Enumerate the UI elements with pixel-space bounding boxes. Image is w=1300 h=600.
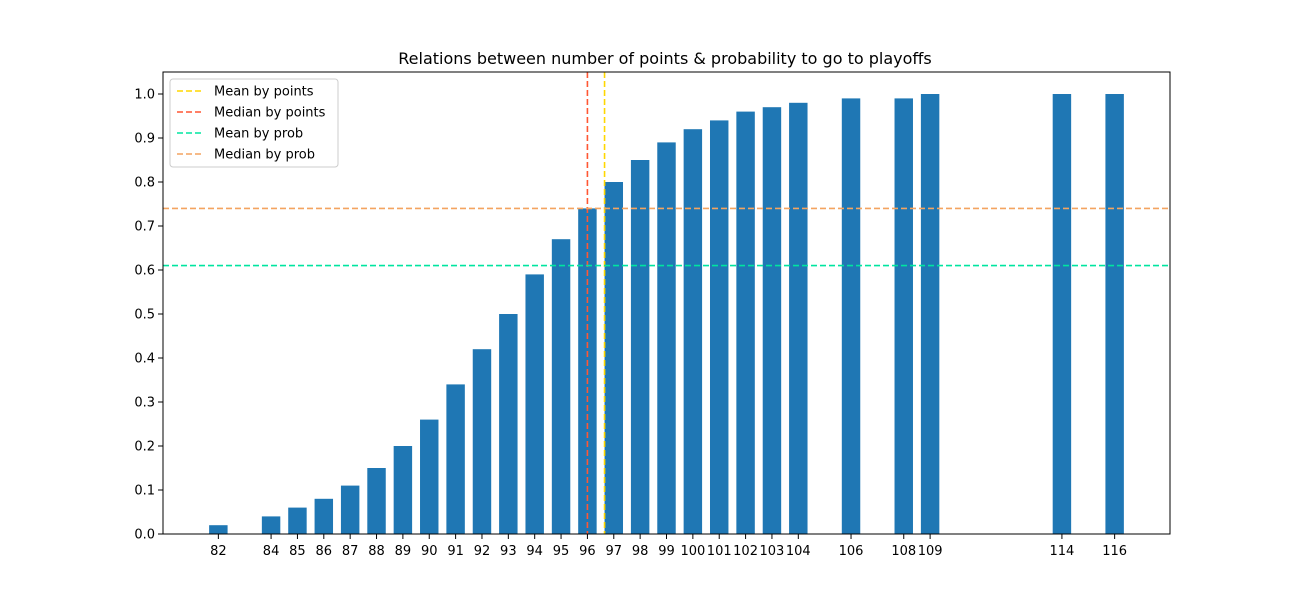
bar-100	[683, 129, 703, 534]
legend-box	[169, 78, 339, 168]
bar-89	[393, 446, 413, 534]
legend: Mean by points Median by points Mean by pr…	[169, 78, 339, 168]
x-tick-label: 102	[733, 544, 758, 559]
bar-95	[551, 239, 571, 534]
bar-91	[446, 384, 465, 534]
x-tick-label: 99	[658, 544, 675, 559]
legend-label: Mean by points	[214, 85, 314, 100]
x-tick-label: 87	[342, 544, 359, 559]
x-tick-label: 98	[632, 544, 649, 559]
x-tick-label: 92	[474, 544, 491, 559]
bar-104	[789, 102, 808, 535]
bar-92	[472, 349, 492, 534]
x-axis-ticks: 82 84 85 86 87 88 89 90 91 92 93 94 95 96 97 98 99 100 101…	[210, 534, 1127, 559]
bar-94	[525, 274, 544, 534]
x-tick-label: 109	[918, 544, 943, 559]
bar-98	[630, 160, 650, 534]
legend-label: Median by prob	[214, 148, 315, 163]
x-tick-label: 91	[447, 544, 464, 559]
x-tick-label: 95	[553, 544, 570, 559]
x-tick-label: 103	[760, 544, 785, 559]
y-axis-ticks: 0.0 0.1 0.2 0.3 0.4 0.5 0.6 0.7 0.8 0.9 1.0	[134, 88, 163, 543]
bar-86	[314, 498, 334, 534]
x-tick-label: 86	[316, 544, 333, 559]
legend-label: Mean by prob	[214, 127, 303, 142]
x-tick-label: 82	[210, 544, 227, 559]
bar-88	[367, 468, 386, 534]
x-tick-label: 106	[839, 544, 864, 559]
x-tick-label: 114	[1050, 544, 1075, 559]
y-tick-label: 0.2	[134, 440, 155, 455]
x-tick-label: 84	[263, 544, 280, 559]
x-tick-label: 94	[526, 544, 543, 559]
bar-114	[1052, 94, 1072, 534]
bar-82	[209, 525, 228, 534]
x-tick-label: 101	[707, 544, 732, 559]
bar-106	[841, 98, 861, 535]
bar-93	[499, 314, 518, 534]
x-tick-label: 89	[395, 544, 412, 559]
x-tick-label: 97	[606, 544, 623, 559]
y-tick-label: 0.7	[134, 220, 155, 235]
x-tick-label: 90	[421, 544, 438, 559]
bar-85	[288, 507, 307, 534]
bar-108	[894, 98, 913, 535]
bar-90	[420, 419, 439, 534]
bar-84	[261, 516, 281, 534]
x-tick-label: 116	[1102, 544, 1127, 559]
y-tick-label: 0.5	[134, 308, 155, 323]
y-tick-label: 0.4	[134, 352, 155, 367]
y-tick-label: 0.1	[134, 484, 155, 499]
y-tick-label: 0.8	[134, 176, 155, 191]
y-tick-label: 0.6	[134, 264, 155, 279]
x-tick-label: 108	[891, 544, 916, 559]
bars	[209, 94, 1124, 535]
reference-lines	[163, 72, 1170, 534]
legend-label: Median by points	[214, 106, 326, 121]
x-tick-label: 88	[368, 544, 385, 559]
y-tick-label: 0.3	[134, 396, 155, 411]
x-tick-label: 104	[786, 544, 811, 559]
bar-97	[604, 182, 624, 534]
bar-102	[736, 111, 755, 534]
x-tick-label: 100	[680, 544, 705, 559]
y-tick-label: 0.0	[134, 528, 155, 543]
bar-87	[340, 485, 360, 534]
x-tick-label: 93	[500, 544, 517, 559]
bar-101	[709, 120, 729, 535]
chart-title: Relations between number of points & pro…	[398, 49, 931, 68]
bar-109	[920, 94, 940, 534]
y-tick-label: 0.9	[134, 132, 155, 147]
x-tick-label: 96	[579, 544, 596, 559]
bar-116	[1105, 94, 1124, 534]
y-tick-label: 1.0	[134, 88, 155, 103]
bar-103	[762, 107, 782, 534]
bar-99	[657, 142, 676, 534]
x-tick-label: 85	[289, 544, 306, 559]
